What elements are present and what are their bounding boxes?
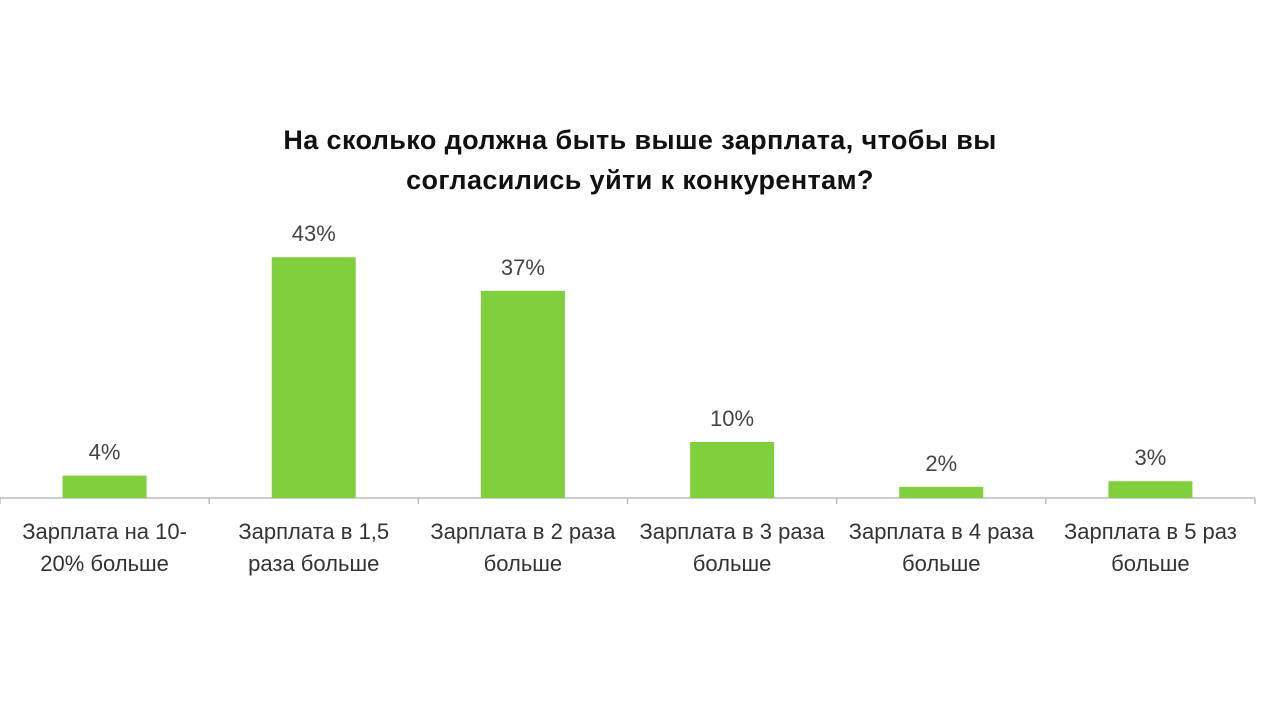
value-label: 37% bbox=[501, 255, 545, 280]
bar bbox=[62, 475, 147, 498]
value-label: 43% bbox=[292, 221, 336, 246]
x-tick-label: Зарплата на 10-20% больше bbox=[22, 519, 187, 576]
bar bbox=[271, 257, 356, 498]
value-label: 2% bbox=[925, 451, 957, 476]
chart-title: На сколько должна быть выше зарплата, чт… bbox=[283, 125, 997, 195]
x-tick-label: Зарплата в 2 раза больше bbox=[430, 519, 616, 576]
bar bbox=[1108, 481, 1193, 498]
x-tick-label: Зарплата в 1,5 раза больше bbox=[238, 519, 390, 576]
bar bbox=[690, 442, 775, 498]
value-label: 3% bbox=[1135, 445, 1167, 470]
x-tick-label: Зарплата в 5 раз больше bbox=[1063, 519, 1237, 576]
x-tick-label: Зарплата в 3 раза больше bbox=[639, 519, 825, 576]
bar bbox=[480, 290, 565, 498]
x-tick-label: Зарплата в 4 раза больше bbox=[848, 519, 1034, 576]
value-label: 4% bbox=[89, 440, 121, 465]
bar bbox=[899, 486, 984, 498]
value-label: 10% bbox=[710, 406, 754, 431]
